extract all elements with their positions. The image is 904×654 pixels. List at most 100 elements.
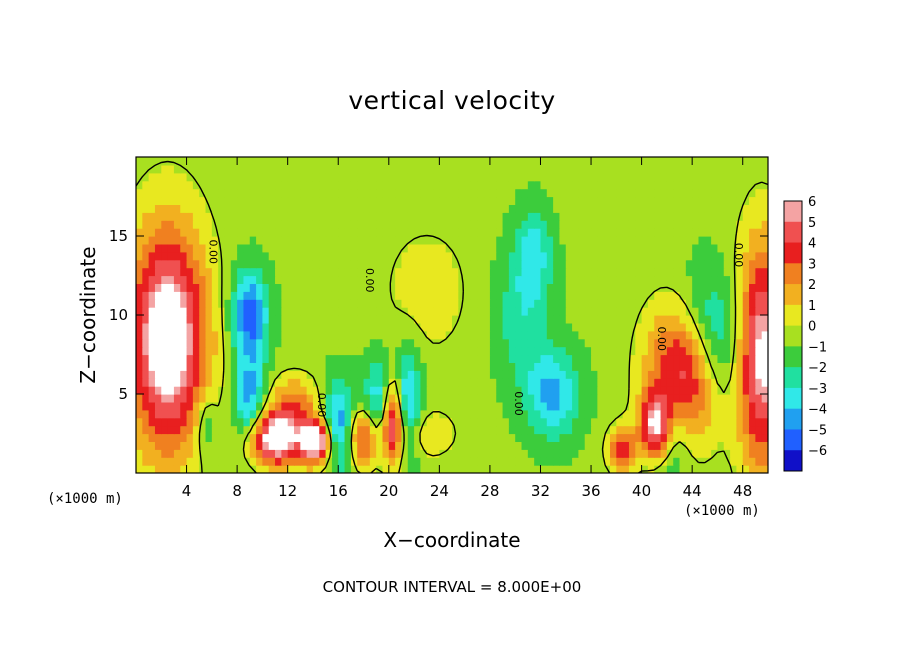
heat-cell xyxy=(230,465,238,473)
heat-cell xyxy=(237,204,245,213)
heat-cell xyxy=(249,449,257,458)
heat-cell xyxy=(628,315,636,324)
heat-cell xyxy=(142,180,150,190)
heat-cell xyxy=(319,386,327,395)
heat-cell xyxy=(704,180,712,190)
heat-cell xyxy=(388,172,396,182)
heat-cell xyxy=(597,196,605,205)
heat-cell xyxy=(660,322,668,332)
heat-cell xyxy=(616,299,624,308)
heat-cell xyxy=(553,401,561,411)
heat-cell xyxy=(673,322,681,332)
heat-cell xyxy=(698,236,706,245)
heat-cell xyxy=(186,172,194,182)
heat-cell xyxy=(142,291,150,300)
heat-cell xyxy=(262,417,270,427)
heat-cell xyxy=(660,188,668,198)
heat-cell xyxy=(136,236,143,245)
heat-cell xyxy=(331,346,339,356)
heat-cell xyxy=(730,370,737,379)
heat-cell xyxy=(382,370,390,379)
heat-cell xyxy=(420,204,428,213)
heat-cell xyxy=(470,417,478,427)
colorbar-swatch xyxy=(784,201,802,223)
heat-cell xyxy=(294,172,301,182)
heat-cell xyxy=(433,362,440,371)
heat-cell xyxy=(736,346,744,356)
heat-cell xyxy=(300,370,308,379)
heat-cell xyxy=(224,299,232,308)
heat-cell xyxy=(331,441,339,450)
heat-cell xyxy=(755,212,763,221)
heat-cell xyxy=(717,394,725,403)
heat-cell xyxy=(527,180,535,190)
heat-cell xyxy=(597,441,605,450)
heat-cell xyxy=(489,378,497,387)
heat-cell xyxy=(319,441,327,450)
heat-cell xyxy=(616,362,624,371)
heat-cell xyxy=(641,307,649,316)
heat-cell xyxy=(572,275,579,284)
heat-cell xyxy=(414,417,421,427)
heat-cell xyxy=(572,449,579,458)
heat-cell xyxy=(357,220,365,229)
heat-cell xyxy=(553,180,561,190)
heat-cell xyxy=(736,465,744,473)
heat-cell xyxy=(736,228,744,237)
heat-cell xyxy=(723,251,731,261)
heat-cell xyxy=(154,188,162,198)
heat-cell xyxy=(395,457,403,466)
heat-cell xyxy=(395,307,403,316)
heat-cell xyxy=(477,299,485,308)
heat-cell xyxy=(407,164,415,174)
heat-cell xyxy=(761,386,768,395)
heat-cell xyxy=(369,378,377,387)
heat-cell xyxy=(344,425,352,435)
heat-cell xyxy=(628,228,636,237)
heat-cell xyxy=(666,291,674,300)
heat-cell xyxy=(154,378,162,387)
heat-cell xyxy=(211,330,219,340)
heat-cell xyxy=(401,465,409,473)
heat-cell xyxy=(654,441,662,450)
heat-cell xyxy=(458,188,466,198)
heat-cell xyxy=(357,338,365,348)
heat-cell xyxy=(420,220,428,229)
heat-cell xyxy=(610,370,617,379)
heat-cell xyxy=(433,188,440,198)
heat-cell xyxy=(654,315,662,324)
heat-cell xyxy=(616,417,624,427)
heat-cell xyxy=(540,275,548,284)
heat-cell xyxy=(616,307,624,316)
heat-cell xyxy=(559,465,567,473)
heat-cell xyxy=(616,330,624,340)
heat-cell xyxy=(654,283,662,292)
heat-cell xyxy=(363,180,371,190)
heat-cell xyxy=(426,330,434,340)
heat-cell xyxy=(262,236,270,245)
heat-cell xyxy=(610,330,617,340)
heat-cell xyxy=(331,299,339,308)
heat-cell xyxy=(300,465,308,473)
heat-cell xyxy=(610,251,617,261)
heat-cell xyxy=(218,228,226,237)
heat-cell xyxy=(426,362,434,371)
heat-cell xyxy=(755,243,763,253)
heat-cell xyxy=(312,433,320,442)
heat-cell xyxy=(496,322,504,332)
heat-cell xyxy=(401,212,409,221)
heat-cell xyxy=(597,378,605,387)
heat-cell xyxy=(350,283,358,292)
heat-cell xyxy=(256,180,263,190)
heat-cell xyxy=(540,307,548,316)
heat-cell xyxy=(635,157,643,166)
heat-cell xyxy=(698,362,706,371)
heat-cell xyxy=(249,291,257,300)
heat-cell xyxy=(350,188,358,198)
heat-cell xyxy=(256,251,263,261)
heat-cell xyxy=(711,267,719,277)
heat-cell xyxy=(287,378,295,387)
heat-cell xyxy=(224,433,232,442)
heat-cell xyxy=(452,243,459,253)
heat-cell xyxy=(256,417,263,427)
